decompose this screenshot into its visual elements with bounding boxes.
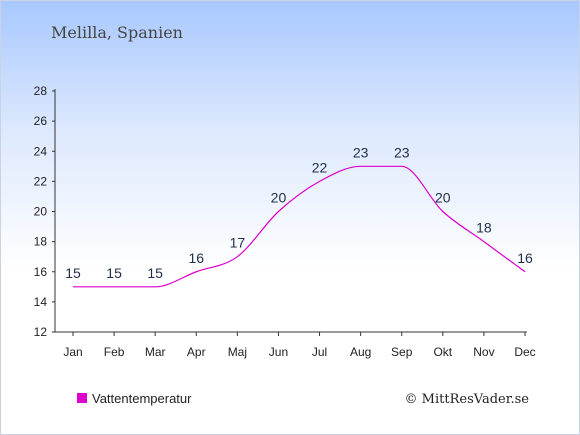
data-label: 15: [106, 265, 122, 281]
series-line-vattentemperatur: [72, 165, 526, 288]
x-tick-label: Apr: [187, 345, 206, 359]
data-label: 20: [435, 190, 451, 206]
y-tick-label: 16: [34, 265, 48, 279]
x-tick-label: Dec: [514, 345, 535, 359]
x-tick-label: Aug: [350, 345, 371, 359]
chart-title: Melilla, Spanien: [51, 23, 183, 42]
x-tick-label: Jun: [269, 345, 288, 359]
y-tick-label: 24: [34, 144, 48, 158]
y-tick-label: 12: [34, 325, 48, 339]
x-tick-label: Feb: [104, 345, 125, 359]
x-tick-label: Maj: [228, 345, 247, 359]
data-label: 15: [65, 265, 81, 281]
data-label: 22: [312, 159, 328, 175]
x-tick-label: Jan: [63, 345, 82, 359]
y-tick-label: 18: [34, 235, 48, 249]
y-ticks: 12 14 16 18 20 22 24 26 28: [34, 84, 55, 339]
data-label: 17: [230, 235, 246, 251]
data-label: 23: [353, 144, 369, 160]
data-label: 20: [271, 190, 287, 206]
data-label: 16: [517, 250, 533, 266]
credit-text: © MittResVader.se: [405, 392, 530, 407]
data-label: 15: [147, 265, 163, 281]
data-label: 18: [476, 220, 492, 236]
y-tick-label: 20: [34, 205, 48, 219]
y-tick-label: 26: [34, 114, 48, 128]
data-label: 23: [394, 144, 410, 160]
x-tick-label: Mar: [145, 345, 166, 359]
legend-label: Vattentemperatur: [92, 391, 192, 406]
x-tick-label: Sep: [391, 345, 413, 359]
x-tick-label: Jul: [312, 345, 327, 359]
data-labels: 15 15 15 16 17 20 22 23 23 20 18 16: [65, 144, 533, 281]
legend-swatch: [77, 393, 87, 403]
y-tick-label: 28: [34, 84, 48, 98]
x-tick-label: Nov: [473, 345, 494, 359]
x-ticks: Jan Feb Mar Apr Maj Jun Jul Aug Sep Okt Nov Dec: [63, 332, 536, 359]
y-tick-label: 22: [34, 174, 48, 188]
x-tick-label: Okt: [433, 345, 452, 359]
data-label: 16: [188, 250, 204, 266]
y-tick-label: 14: [34, 295, 48, 309]
